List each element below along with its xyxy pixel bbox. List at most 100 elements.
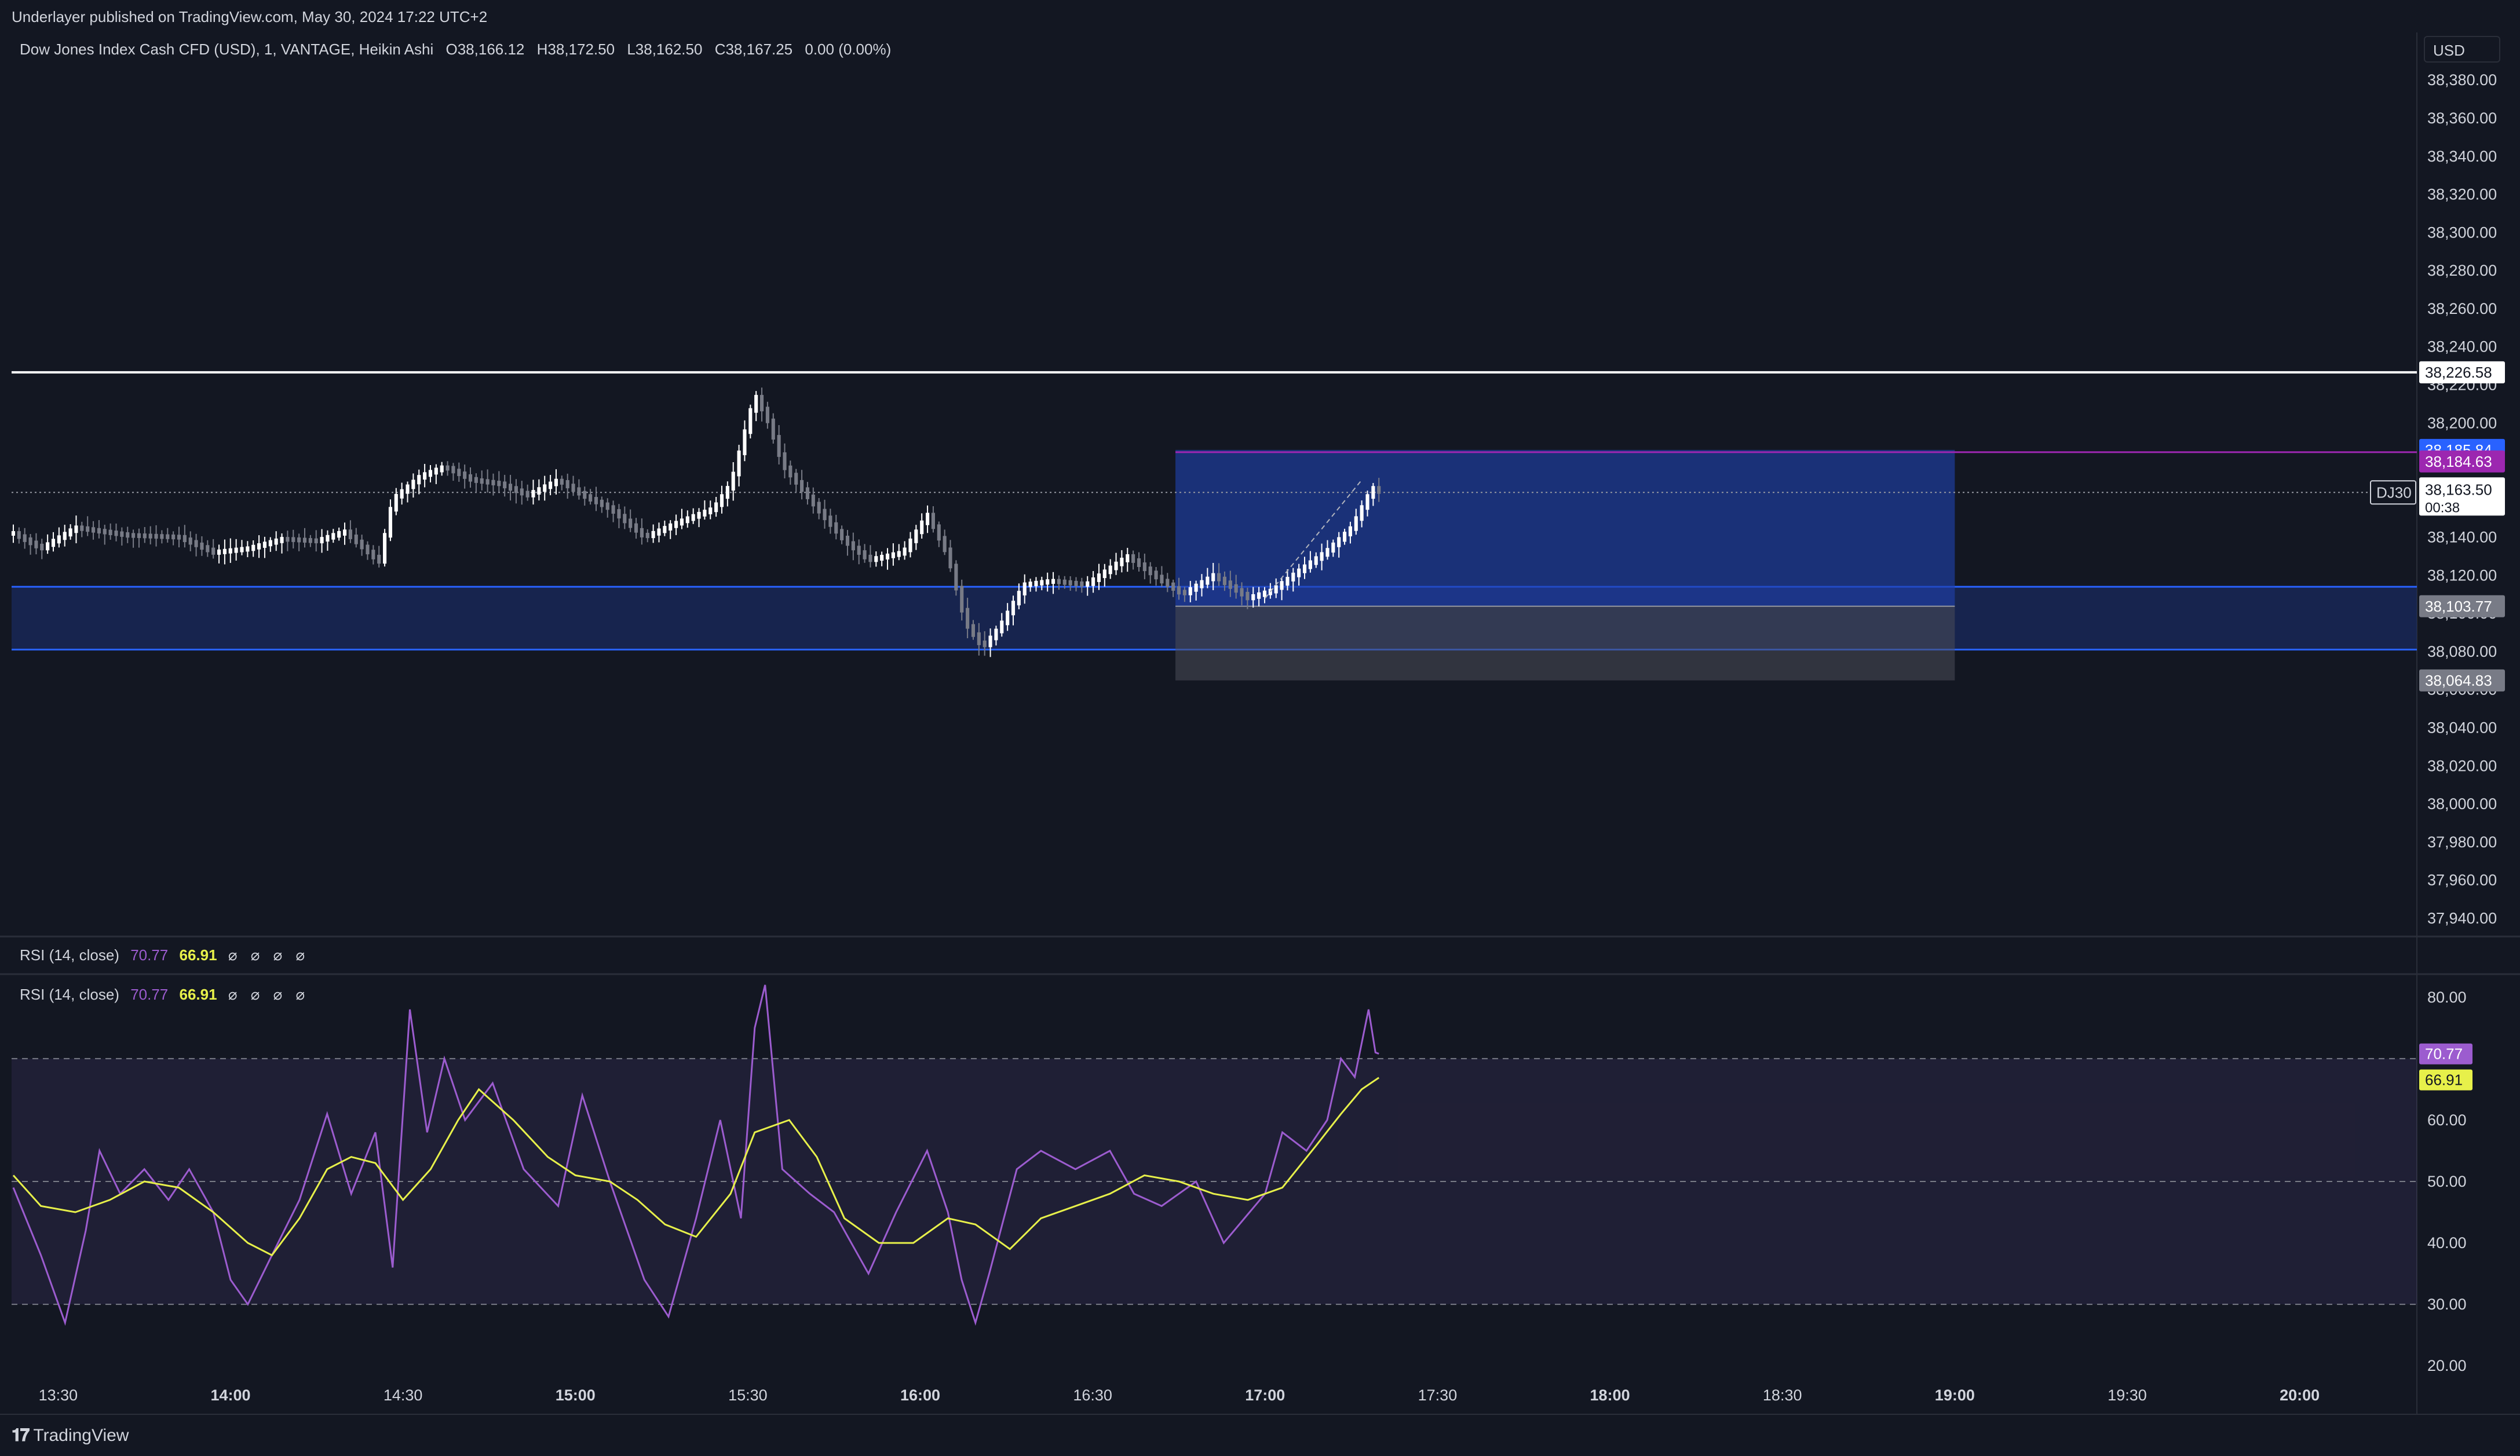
candle [657,528,661,536]
candle [297,537,301,543]
stop-price-tag: 38,064.83 [2425,672,2492,689]
candle [708,507,713,514]
candle [1320,552,1324,561]
candle [834,522,838,534]
rsi-value-tag: 70.77 [2425,1045,2463,1063]
rsi-axis-label: 60.00 [2427,1111,2467,1129]
price-axis-label: 38,040.00 [2427,719,2497,736]
candle [669,523,673,531]
candle [1251,594,1255,601]
candle [491,480,495,485]
candle [1200,580,1204,588]
candle [828,515,832,527]
candle [34,540,38,548]
candle [737,450,741,477]
candle [1228,580,1232,589]
candle [560,478,564,485]
rsi-legend-value: 70.77 [130,986,169,1003]
candle [805,487,809,499]
candle [222,548,227,554]
candle [1234,584,1238,593]
candle [1108,565,1112,575]
candle [748,408,753,434]
candle [629,518,633,528]
candle [274,538,278,545]
position-stop-zone [1175,606,1955,681]
candle [228,548,232,554]
candle [931,513,935,529]
candle [611,505,615,514]
candle [926,513,930,525]
candle [851,541,855,551]
candle [651,531,655,539]
candle [857,546,861,555]
candle [1302,564,1307,573]
candle [514,486,518,493]
candle [811,494,815,507]
candle [200,542,204,550]
candle [1086,581,1090,587]
candle [891,552,895,558]
candle [337,531,341,538]
candle [1240,588,1244,597]
price-axis-label: 38,340.00 [2427,148,2497,165]
candle [903,547,907,556]
candle [577,487,581,496]
rsi-legend[interactable]: RSI (14, close) 70.77 66.91 ⌀ ⌀ ⌀ ⌀ [20,986,309,1004]
candle [1028,581,1032,587]
candle [543,484,547,492]
candle [1262,590,1267,597]
rsi-legend-null-values: ⌀ ⌀ ⌀ ⌀ [228,946,310,964]
candle [589,494,593,502]
rsi-axis-label: 40.00 [2427,1234,2467,1252]
publish-info: Underlayer published on TradingView.com,… [12,8,488,25]
candle [943,536,947,553]
tradingview-logo[interactable]: 𝟏𝟕 TradingView [12,1426,129,1446]
symbol-description: Dow Jones Index Cash CFD (USD), 1, VANTA… [20,41,434,58]
rsi-legend-null-values: ⌀ ⌀ ⌀ ⌀ [228,986,310,1003]
rsi-legend-ma-value: 66.91 [179,946,217,964]
candle [600,499,604,507]
price-axis-label: 38,020.00 [2427,757,2497,774]
candle [948,547,952,569]
candle [720,494,724,507]
candle [262,542,267,548]
stop-price-tag-bg [2419,669,2505,692]
candle [594,497,598,504]
candle [348,529,352,539]
rsi-legend-label: RSI (14, close) [20,986,119,1003]
candle [1206,576,1210,585]
alert-price-tag: 38,184.63 [2425,453,2492,470]
candle [800,480,804,492]
candle [583,491,587,499]
candle [394,493,398,512]
candle [863,550,867,559]
candle [46,542,50,551]
candle [354,535,358,544]
candle [1160,575,1164,584]
entry-price-tag: 38,103.77 [2425,598,2492,615]
candle [605,502,609,510]
candle [1291,572,1295,581]
candle [971,624,976,637]
currency-selector[interactable]: USD [2424,36,2500,63]
candle [23,534,27,542]
candle [617,509,621,519]
candle [63,532,67,540]
candle [549,481,553,489]
candle [377,554,381,564]
candle [497,481,501,486]
candle [571,484,575,492]
candle [954,564,958,591]
ohlc-low: L38,162.50 [627,41,703,58]
rsi-ma-line [12,1077,1380,1257]
candle [1034,580,1038,587]
candle [1166,579,1170,587]
time-axis-label: 18:30 [1763,1387,1802,1404]
candle [314,538,318,544]
candle [1120,557,1124,566]
candle [1377,486,1381,494]
rsi-legend-collapsed[interactable]: RSI (14, close) 70.77 66.91 ⌀ ⌀ ⌀ ⌀ [20,946,309,964]
rsi-axis-label: 50.00 [2427,1173,2467,1190]
